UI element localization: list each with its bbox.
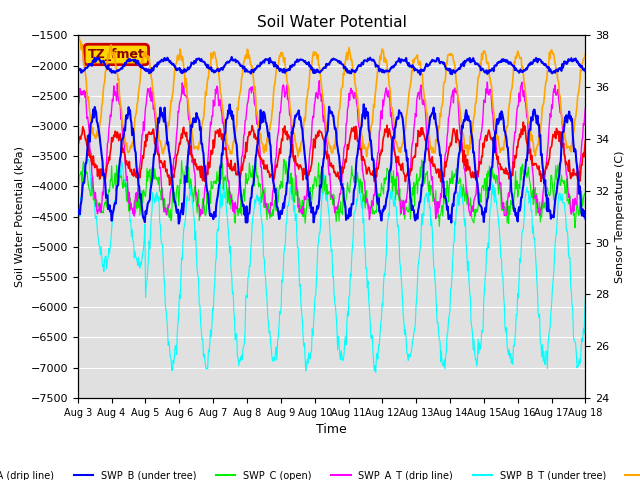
Y-axis label: Sensor Temperature (C): Sensor Temperature (C): [615, 150, 625, 283]
Text: TZ_fmet: TZ_fmet: [88, 48, 145, 61]
Title: Soil Water Potential: Soil Water Potential: [257, 15, 406, 30]
X-axis label: Time: Time: [316, 423, 347, 436]
Y-axis label: Soil Water Potential (kPa): Soil Water Potential (kPa): [15, 146, 25, 287]
Legend: SWP_A (drip line), SWP_B (under tree), SWP_C (open), SWP_A_T (drip line), SWP_B_: SWP_A (drip line), SWP_B (under tree), S…: [0, 466, 640, 480]
